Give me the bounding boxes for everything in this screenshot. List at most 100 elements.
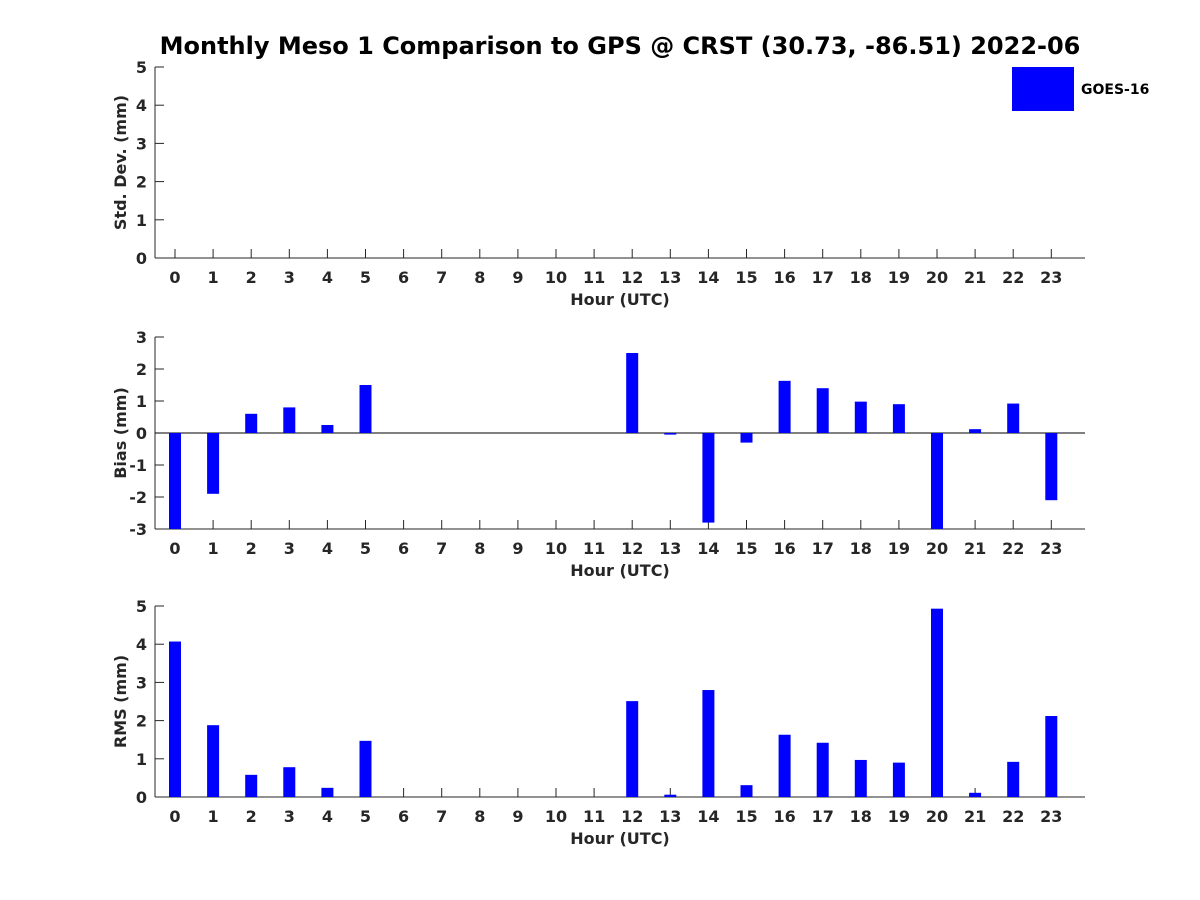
y-tick-label: 3	[136, 134, 147, 153]
chart-title: Monthly Meso 1 Comparison to GPS @ CRST …	[160, 32, 1081, 60]
bar-hour-12	[626, 701, 639, 797]
bar-hour-13	[664, 794, 677, 797]
y-tick-label: 1	[136, 750, 147, 769]
x-tick-label: 20	[926, 807, 948, 826]
x-tick-label: 8	[474, 268, 485, 287]
y-tick-label: 1	[136, 392, 147, 411]
x-tick-label: 22	[1002, 807, 1024, 826]
x-tick-label: 13	[659, 268, 681, 287]
x-tick-label: 18	[850, 268, 872, 287]
bar-hour-17	[816, 388, 829, 433]
bar-hour-4	[321, 425, 334, 433]
x-axis-label: Hour (UTC)	[570, 290, 670, 309]
y-tick-label: 2	[136, 712, 147, 731]
bar-hour-15	[740, 785, 753, 797]
bar-hour-16	[778, 380, 791, 433]
x-tick-label: 5	[360, 807, 371, 826]
x-tick-label: 23	[1040, 268, 1062, 287]
x-tick-label: 4	[322, 268, 333, 287]
legend-swatch	[1012, 67, 1074, 111]
x-tick-label: 19	[888, 268, 910, 287]
x-tick-label: 11	[583, 268, 605, 287]
x-tick-label: 15	[735, 268, 757, 287]
x-tick-label: 2	[246, 268, 257, 287]
x-tick-label: 20	[926, 268, 948, 287]
x-tick-label: 21	[964, 539, 986, 558]
x-tick-label: 23	[1040, 807, 1062, 826]
x-tick-label: 5	[360, 539, 371, 558]
bar-hour-22	[1007, 761, 1020, 797]
x-tick-label: 7	[436, 807, 447, 826]
x-tick-label: 15	[735, 807, 757, 826]
x-tick-label: 15	[735, 539, 757, 558]
y-tick-label: 0	[136, 424, 147, 443]
x-tick-label: 8	[474, 539, 485, 558]
bar-hour-4	[321, 787, 334, 797]
x-tick-label: 6	[398, 268, 409, 287]
x-tick-label: 10	[545, 807, 567, 826]
y-axis-label: RMS (mm)	[111, 655, 130, 748]
y-tick-label: 5	[136, 58, 147, 77]
y-tick-label: -1	[129, 456, 147, 475]
x-tick-label: 12	[621, 268, 643, 287]
x-tick-label: 13	[659, 807, 681, 826]
y-axis-label: Bias (mm)	[111, 387, 130, 479]
bar-hour-21	[969, 792, 982, 797]
x-tick-label: 14	[697, 539, 719, 558]
x-tick-label: 9	[512, 539, 523, 558]
x-tick-label: 3	[284, 539, 295, 558]
bar-hour-0	[169, 641, 181, 797]
bar-hour-19	[892, 404, 905, 433]
x-tick-label: 21	[964, 268, 986, 287]
x-tick-label: 10	[545, 268, 567, 287]
x-tick-label: 0	[169, 539, 180, 558]
x-tick-label: 7	[436, 268, 447, 287]
y-tick-label: 1	[136, 211, 147, 230]
x-tick-label: 21	[964, 807, 986, 826]
legend: GOES-16	[1012, 67, 1149, 111]
x-tick-label: 0	[169, 807, 180, 826]
x-tick-label: 17	[812, 807, 834, 826]
bar-hour-3	[283, 407, 296, 433]
bar-hour-1	[207, 433, 220, 494]
y-tick-label: 4	[136, 635, 147, 654]
x-tick-label: 17	[812, 268, 834, 287]
x-tick-label: 2	[246, 807, 257, 826]
bar-hour-1	[207, 725, 220, 797]
bar-hour-0	[169, 433, 181, 529]
x-tick-label: 23	[1040, 539, 1062, 558]
x-tick-label: 3	[284, 268, 295, 287]
x-tick-label: 10	[545, 539, 567, 558]
x-tick-label: 16	[773, 807, 795, 826]
bar-hour-3	[283, 767, 296, 797]
bar-hour-14	[702, 690, 715, 797]
bar-hour-2	[245, 774, 258, 797]
x-tick-label: 14	[697, 807, 719, 826]
x-tick-label: 19	[888, 539, 910, 558]
x-tick-label: 9	[512, 807, 523, 826]
x-tick-label: 14	[697, 268, 719, 287]
bar-hour-12	[626, 353, 639, 433]
x-tick-label: 12	[621, 539, 643, 558]
y-tick-label: 5	[136, 597, 147, 616]
x-tick-label: 22	[1002, 268, 1024, 287]
x-tick-label: 17	[812, 539, 834, 558]
x-tick-label: 1	[208, 807, 219, 826]
x-tick-label: 16	[773, 268, 795, 287]
x-tick-label: 3	[284, 807, 295, 826]
x-tick-label: 6	[398, 539, 409, 558]
x-tick-label: 4	[322, 807, 333, 826]
bar-hour-15	[740, 433, 753, 443]
x-tick-label: 0	[169, 268, 180, 287]
x-tick-label: 9	[512, 268, 523, 287]
bar-hour-21	[969, 429, 982, 433]
y-tick-label: 0	[136, 249, 147, 268]
y-tick-label: 2	[136, 360, 147, 379]
x-tick-label: 19	[888, 807, 910, 826]
bar-hour-5	[359, 385, 372, 433]
x-tick-label: 2	[246, 539, 257, 558]
